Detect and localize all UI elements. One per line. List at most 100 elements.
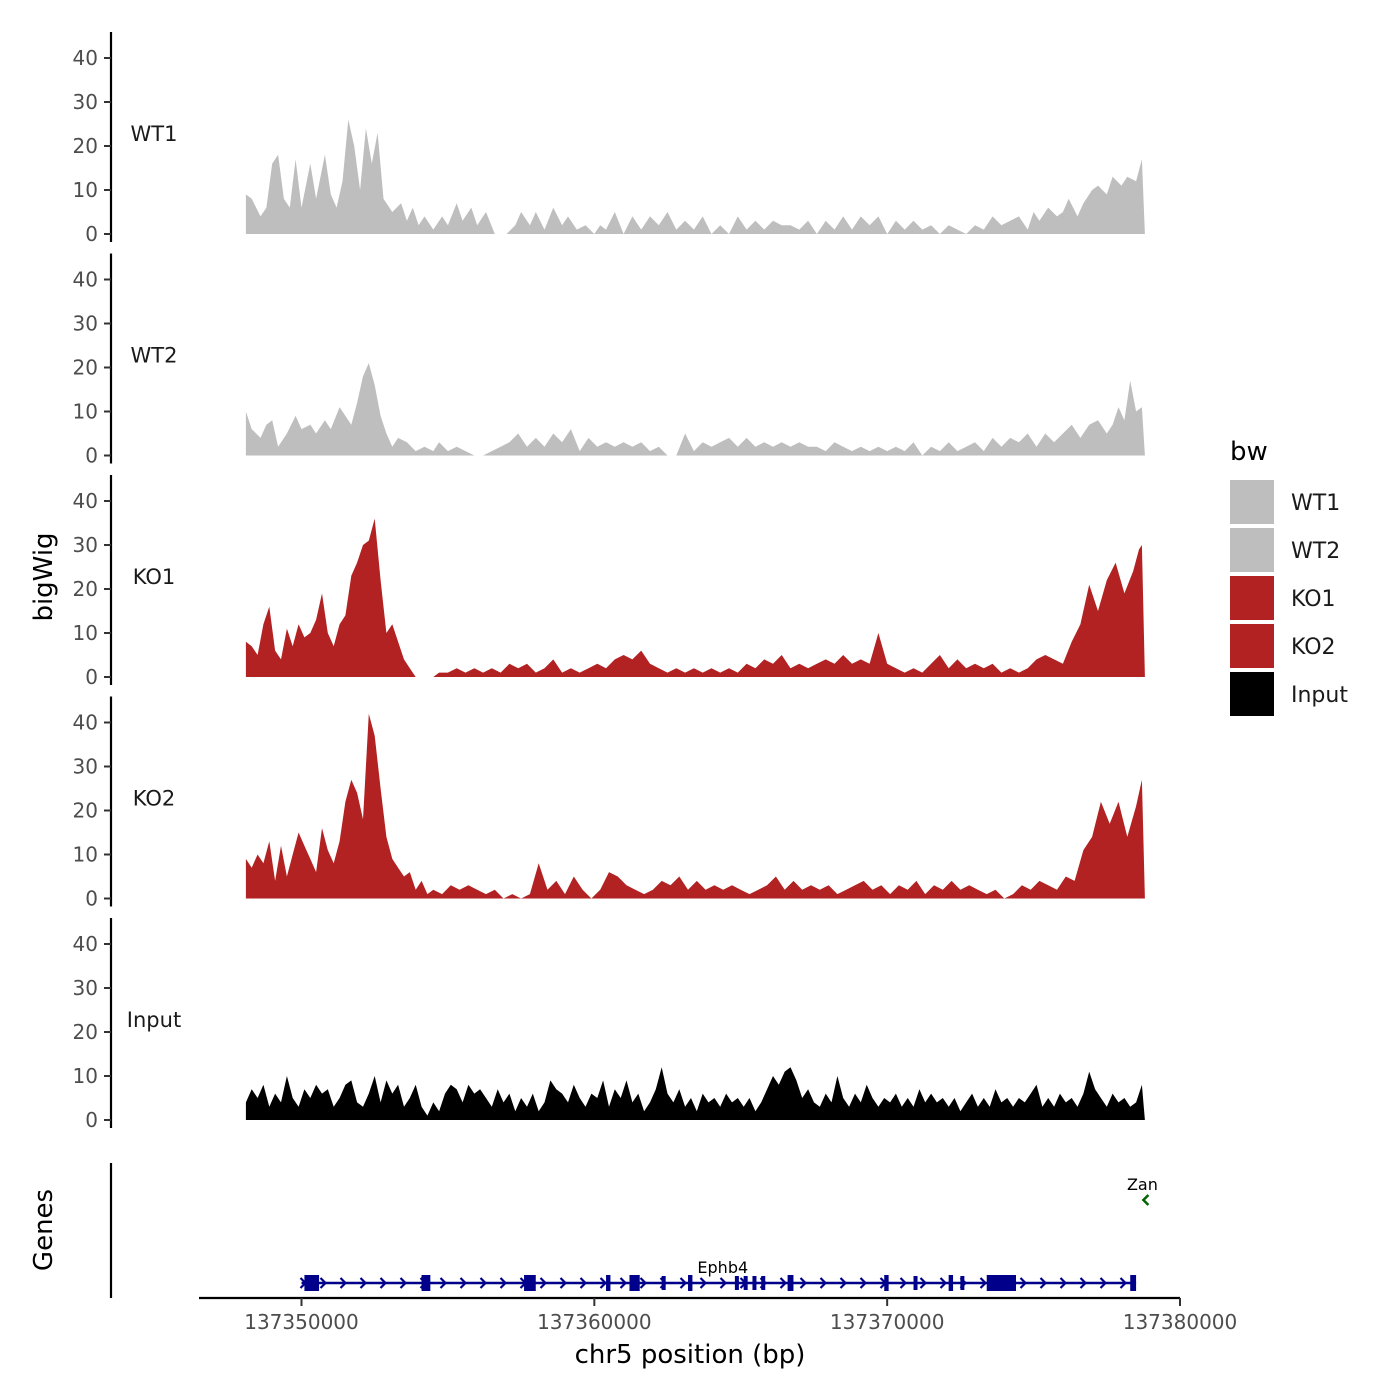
exon (743, 1276, 748, 1290)
signal-tracks: 0 10 20 30 40 WT1 0 10 20 30 40 WT2 0 10 20 30 40 KO1 0 10 2… (73, 32, 1145, 1132)
exon (761, 1276, 766, 1290)
strand-arrow (859, 1277, 868, 1289)
signal-area-ko2 (245, 713, 1145, 899)
track-panel-ko1: 0 10 20 30 40 KO1 (73, 475, 1145, 689)
legend-label: KO2 (1291, 635, 1336, 660)
strand-arrow (679, 1277, 688, 1289)
legend-key-input (1230, 672, 1274, 716)
track-label: WT2 (131, 344, 178, 368)
genes-track: Genes Ephb4 Zan (29, 1163, 1158, 1298)
y-tick-label: 40 (73, 711, 98, 735)
track-panel-input: 0 10 20 30 40 Input (73, 918, 1145, 1132)
exon (606, 1275, 611, 1291)
track-label: Input (127, 1008, 181, 1032)
y-tick-label: 10 (73, 1064, 98, 1088)
strand-arrow (1141, 1194, 1150, 1206)
track-panel-wt2: 0 10 20 30 40 WT2 (73, 253, 1145, 468)
strand-arrow (619, 1277, 628, 1289)
strand-arrow (1079, 1277, 1088, 1289)
strand-arrow (779, 1277, 788, 1289)
strand-arrow (479, 1277, 488, 1289)
signal-area-ko1 (245, 518, 1145, 677)
strand-arrow (399, 1277, 408, 1289)
strand-arrow (979, 1277, 988, 1289)
y-tick-label: 40 (73, 46, 98, 70)
exon (986, 1275, 1017, 1291)
signal-area-input (245, 1067, 1145, 1120)
y-tick-label: 30 (73, 312, 98, 336)
legend-key-ko1 (1230, 576, 1274, 620)
legend: bw WT1 WT2 KO1 KO2 Input (1230, 437, 1348, 716)
exon (948, 1275, 954, 1291)
strand-arrow (819, 1277, 828, 1289)
strand-arrow (559, 1277, 568, 1289)
strand-arrow (1019, 1277, 1028, 1289)
strand-arrow (919, 1277, 928, 1289)
strand-arrow (639, 1277, 648, 1289)
y-tick-label: 30 (73, 755, 98, 779)
x-axis-title: chr5 position (bp) (575, 1340, 806, 1370)
track-label: KO2 (133, 787, 176, 811)
y-tick-label: 30 (73, 533, 98, 557)
y-tick-label: 40 (73, 932, 98, 956)
strand-arrow (1039, 1277, 1048, 1289)
legend-key-ko2 (1230, 624, 1274, 668)
signal-area-wt1 (245, 119, 1145, 234)
exon (661, 1276, 666, 1290)
strand-arrow (699, 1277, 708, 1289)
strand-arrow (839, 1277, 848, 1289)
y-tick-label: 0 (85, 665, 98, 689)
y-tick-label: 20 (73, 1020, 98, 1044)
strand-arrow (899, 1277, 908, 1289)
exon (734, 1276, 739, 1290)
y-tick-label: 20 (73, 799, 98, 823)
gene-ephb4: Ephb4 (299, 1258, 1137, 1291)
y-tick-label: 10 (73, 178, 98, 202)
x-tick-label: 137370000 (830, 1310, 945, 1334)
strand-arrow (319, 1277, 328, 1289)
gene-label: Zan (1127, 1175, 1158, 1194)
y-axis-title: bigWig (29, 532, 59, 621)
y-tick-label: 20 (73, 356, 98, 380)
signal-area-wt2 (245, 363, 1145, 456)
legend-key-wt1 (1230, 480, 1274, 524)
gene-label: Ephb4 (697, 1258, 748, 1277)
y-tick-label: 40 (73, 489, 98, 513)
exon (629, 1275, 640, 1291)
strand-arrow (539, 1277, 548, 1289)
x-tick-label: 137380000 (1123, 1310, 1238, 1334)
strand-arrow (1059, 1277, 1068, 1289)
legend-label: KO1 (1291, 587, 1336, 612)
genes-track-title: Genes (29, 1189, 59, 1271)
gene-zan: Zan (1127, 1175, 1158, 1206)
y-tick-label: 0 (85, 444, 98, 468)
strand-arrow (579, 1277, 588, 1289)
strand-arrow (1119, 1277, 1128, 1289)
exon (524, 1275, 536, 1291)
y-tick-label: 40 (73, 268, 98, 292)
x-axis: chr5 position (bp) 137350000 137360000 137… (199, 1296, 1238, 1370)
track-panel-ko2: 0 10 20 30 40 KO2 (73, 696, 1145, 911)
x-tick-label: 137360000 (537, 1310, 652, 1334)
y-tick-label: 10 (73, 843, 98, 867)
y-tick-label: 10 (73, 621, 98, 645)
exon (421, 1275, 431, 1291)
exon (752, 1276, 757, 1290)
legend-label: Input (1291, 683, 1348, 708)
exon (1130, 1275, 1137, 1291)
strand-arrow (379, 1277, 388, 1289)
legend-label: WT2 (1291, 539, 1340, 564)
exon (787, 1275, 794, 1291)
strand-arrow (1099, 1277, 1108, 1289)
track-label: WT1 (131, 122, 178, 146)
legend-title: bw (1230, 437, 1268, 467)
exon (304, 1275, 320, 1291)
strand-arrow (439, 1277, 448, 1289)
y-tick-label: 0 (85, 887, 98, 911)
strand-arrow (459, 1277, 468, 1289)
track-panel-wt1: 0 10 20 30 40 WT1 (73, 32, 1145, 246)
y-tick-label: 10 (73, 400, 98, 424)
strand-arrow (719, 1277, 728, 1289)
y-tick-label: 0 (85, 1108, 98, 1132)
y-tick-label: 0 (85, 222, 98, 246)
